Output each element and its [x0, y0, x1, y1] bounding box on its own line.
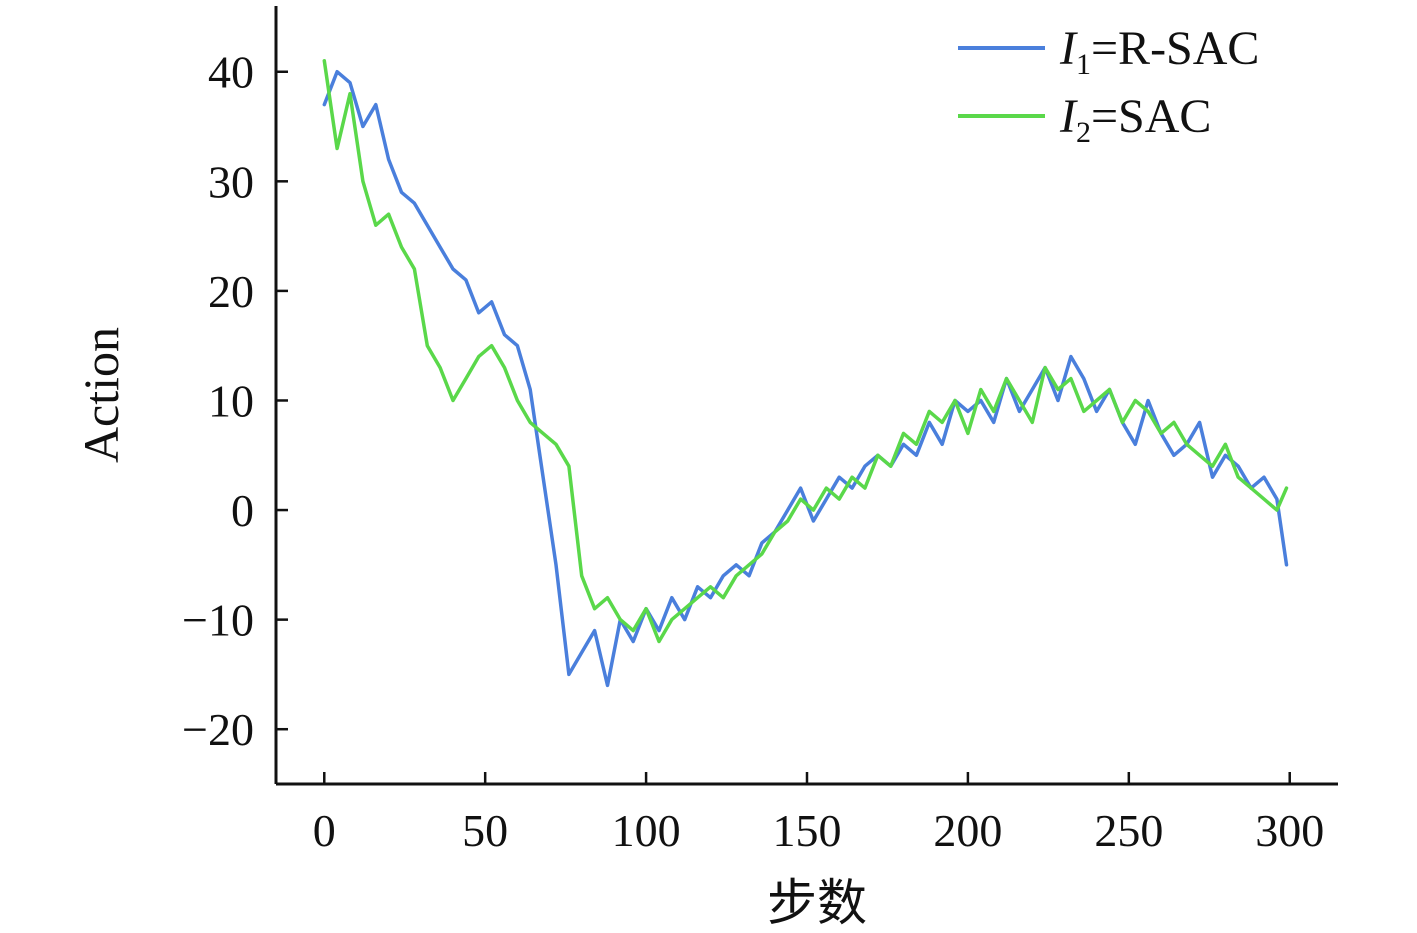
- x-tick-label: 0: [313, 805, 336, 856]
- series-lines: [322, 59, 1289, 688]
- legend-label-1: I1=R-SAC: [1059, 22, 1259, 81]
- x-tick-label: 50: [462, 805, 508, 856]
- y-tick-label: 0: [231, 485, 254, 536]
- x-axis-label: 步数: [767, 875, 867, 931]
- x-tick-label: 200: [933, 805, 1002, 856]
- y-tick-label: 20: [208, 266, 254, 317]
- y-tick-label: −10: [182, 595, 254, 646]
- legend-label-2: I2=SAC: [1059, 90, 1211, 149]
- x-tick-label: 150: [773, 805, 842, 856]
- series-line-1: [322, 69, 1289, 688]
- y-axis-ticks: −20 −10 0 10 20 30 40: [182, 47, 288, 755]
- legend: I1=R-SAC I2=SAC: [958, 22, 1259, 149]
- y-tick-label: −20: [182, 704, 254, 755]
- x-tick-label: 250: [1094, 805, 1163, 856]
- x-axis-ticks: 0 50 100 150 200 250 300: [313, 772, 1324, 856]
- series-line-2: [322, 59, 1289, 644]
- y-tick-label: 30: [208, 156, 254, 207]
- x-tick-label: 100: [612, 805, 681, 856]
- x-tick-label: 300: [1255, 805, 1324, 856]
- y-tick-label: 10: [208, 375, 254, 426]
- y-axis-label: Action: [73, 327, 129, 463]
- y-tick-label: 40: [208, 47, 254, 98]
